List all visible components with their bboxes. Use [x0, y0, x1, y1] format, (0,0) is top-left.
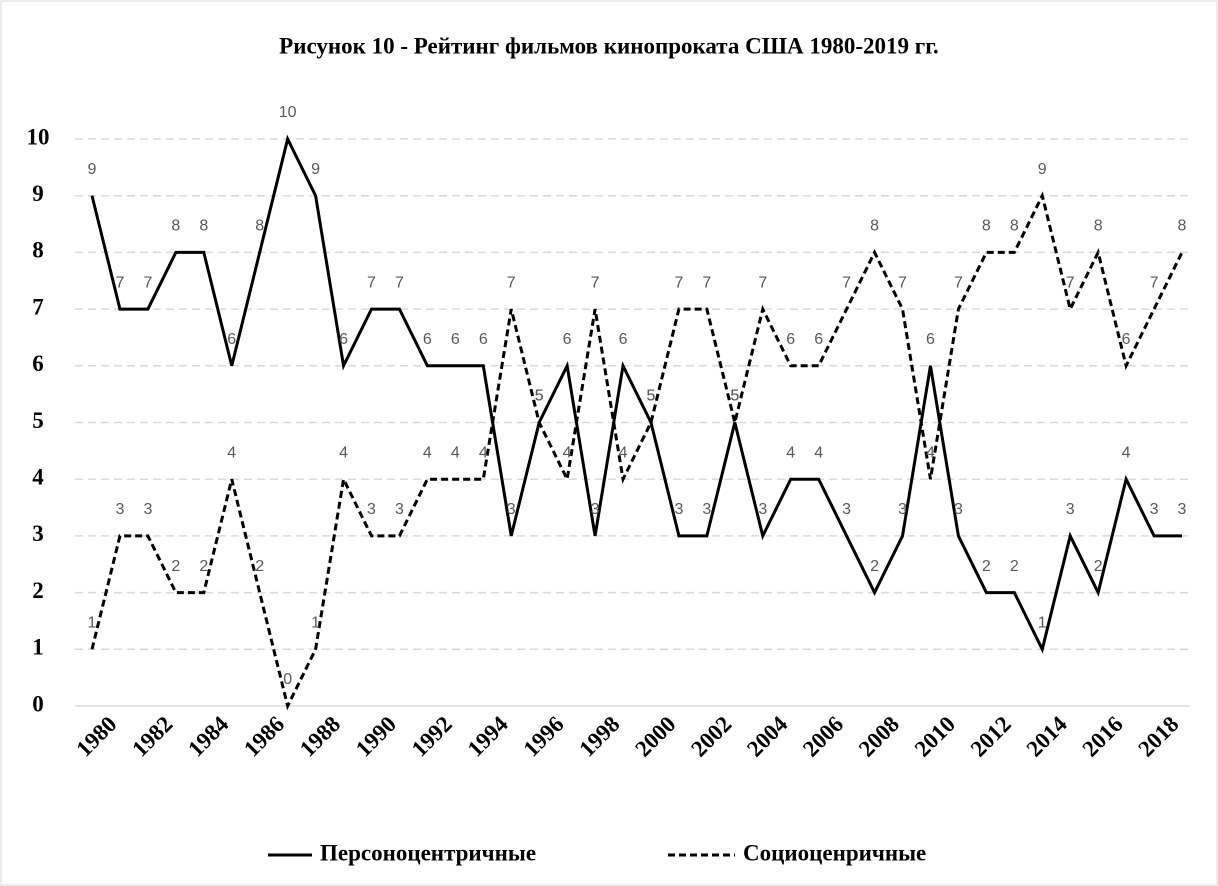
data-label: 4 [423, 444, 432, 461]
data-label: 7 [674, 274, 683, 291]
data-label: 2 [255, 558, 264, 575]
data-label: 3 [591, 501, 600, 518]
y-tick-label: 5 [32, 408, 44, 433]
data-label: 8 [199, 218, 208, 235]
line-series [90, 134, 1182, 654]
data-label: 3 [842, 501, 851, 518]
data-label: 5 [730, 388, 739, 405]
data-label: 9 [88, 161, 97, 178]
data-label: 8 [1010, 218, 1019, 235]
data-label: 6 [926, 331, 935, 348]
data-label: 1 [1038, 615, 1047, 632]
data-label: 8 [1094, 218, 1103, 235]
data-label: 3 [507, 501, 516, 518]
data-label: 4 [479, 444, 488, 461]
data-label: 6 [786, 331, 795, 348]
data-label: 5 [647, 388, 656, 405]
data-label: 5 [730, 388, 739, 405]
data-label: 7 [842, 274, 851, 291]
y-tick-label: 3 [32, 521, 44, 546]
data-label: 3 [702, 501, 711, 518]
legend-label: Социоценричные [743, 840, 926, 865]
data-label: 3 [367, 501, 376, 518]
y-tick-label: 1 [32, 635, 44, 660]
data-label: 3 [1066, 501, 1075, 518]
data-label: 1 [88, 615, 97, 632]
data-label: 7 [954, 274, 963, 291]
data-label: 6 [479, 331, 488, 348]
data-label: 2 [171, 558, 180, 575]
data-label: 7 [143, 274, 152, 291]
data-label: 1 [311, 615, 320, 632]
data-label: 8 [982, 218, 991, 235]
data-label: 6 [814, 331, 823, 348]
data-label: 4 [926, 444, 935, 461]
data-label: 7 [115, 274, 124, 291]
data-label: 3 [1178, 501, 1187, 518]
data-label: 7 [702, 274, 711, 291]
data-label: 3 [954, 501, 963, 518]
data-label: 7 [1150, 274, 1159, 291]
data-label: 4 [563, 444, 572, 461]
data-label: 6 [563, 331, 572, 348]
data-label: 2 [199, 558, 208, 575]
data-label: 2 [1094, 558, 1103, 575]
data-label: 5 [647, 388, 656, 405]
data-label: 7 [1066, 274, 1075, 291]
data-label: 3 [395, 501, 404, 518]
data-label: 2 [982, 558, 991, 575]
data-label: 2 [1010, 558, 1019, 575]
data-label: 4 [339, 444, 348, 461]
y-tick-label: 7 [32, 294, 44, 319]
data-label: 6 [1122, 331, 1131, 348]
data-label: 7 [591, 274, 600, 291]
data-label: 4 [451, 444, 460, 461]
line-series [90, 191, 1184, 711]
data-label: 8 [171, 218, 180, 235]
data-label: 5 [535, 388, 544, 405]
data-label: 3 [1150, 501, 1159, 518]
data-label: 4 [786, 444, 795, 461]
data-label: 7 [898, 274, 907, 291]
data-label: 8 [1178, 218, 1187, 235]
data-label: 6 [339, 331, 348, 348]
data-label: 0 [283, 671, 292, 688]
data-label: 6 [619, 331, 628, 348]
y-tick-label: 9 [32, 181, 44, 206]
y-tick-label: 4 [32, 464, 44, 489]
data-label: 9 [311, 161, 320, 178]
data-label: 7 [758, 274, 767, 291]
data-label: 3 [758, 501, 767, 518]
data-label: 6 [423, 331, 432, 348]
data-label: 3 [143, 501, 152, 518]
data-label: 8 [870, 218, 879, 235]
legend-label: Персоноцентричные [320, 840, 536, 865]
y-tick-label: 6 [32, 351, 44, 376]
data-label: 3 [115, 501, 124, 518]
data-label: 8 [255, 218, 264, 235]
data-label: 3 [898, 501, 907, 518]
data-label: 9 [1038, 161, 1047, 178]
data-label: 2 [870, 558, 879, 575]
data-label: 7 [395, 274, 404, 291]
y-tick-label: 8 [32, 238, 44, 263]
data-label: 3 [674, 501, 683, 518]
y-tick-label: 0 [32, 691, 44, 716]
data-label: 7 [367, 274, 376, 291]
data-label: 4 [814, 444, 823, 461]
y-tick-label: 2 [32, 578, 44, 603]
chart-title: Рисунок 10 - Рейтинг фильмов кинопроката… [279, 33, 939, 58]
data-label: 5 [535, 388, 544, 405]
data-label: 6 [451, 331, 460, 348]
data-label: 4 [1122, 444, 1131, 461]
y-tick-label: 10 [27, 124, 50, 149]
data-label: 7 [507, 274, 516, 291]
data-label: 4 [227, 444, 236, 461]
data-label: 4 [619, 444, 628, 461]
data-label: 6 [227, 331, 236, 348]
data-label: 10 [279, 104, 297, 121]
